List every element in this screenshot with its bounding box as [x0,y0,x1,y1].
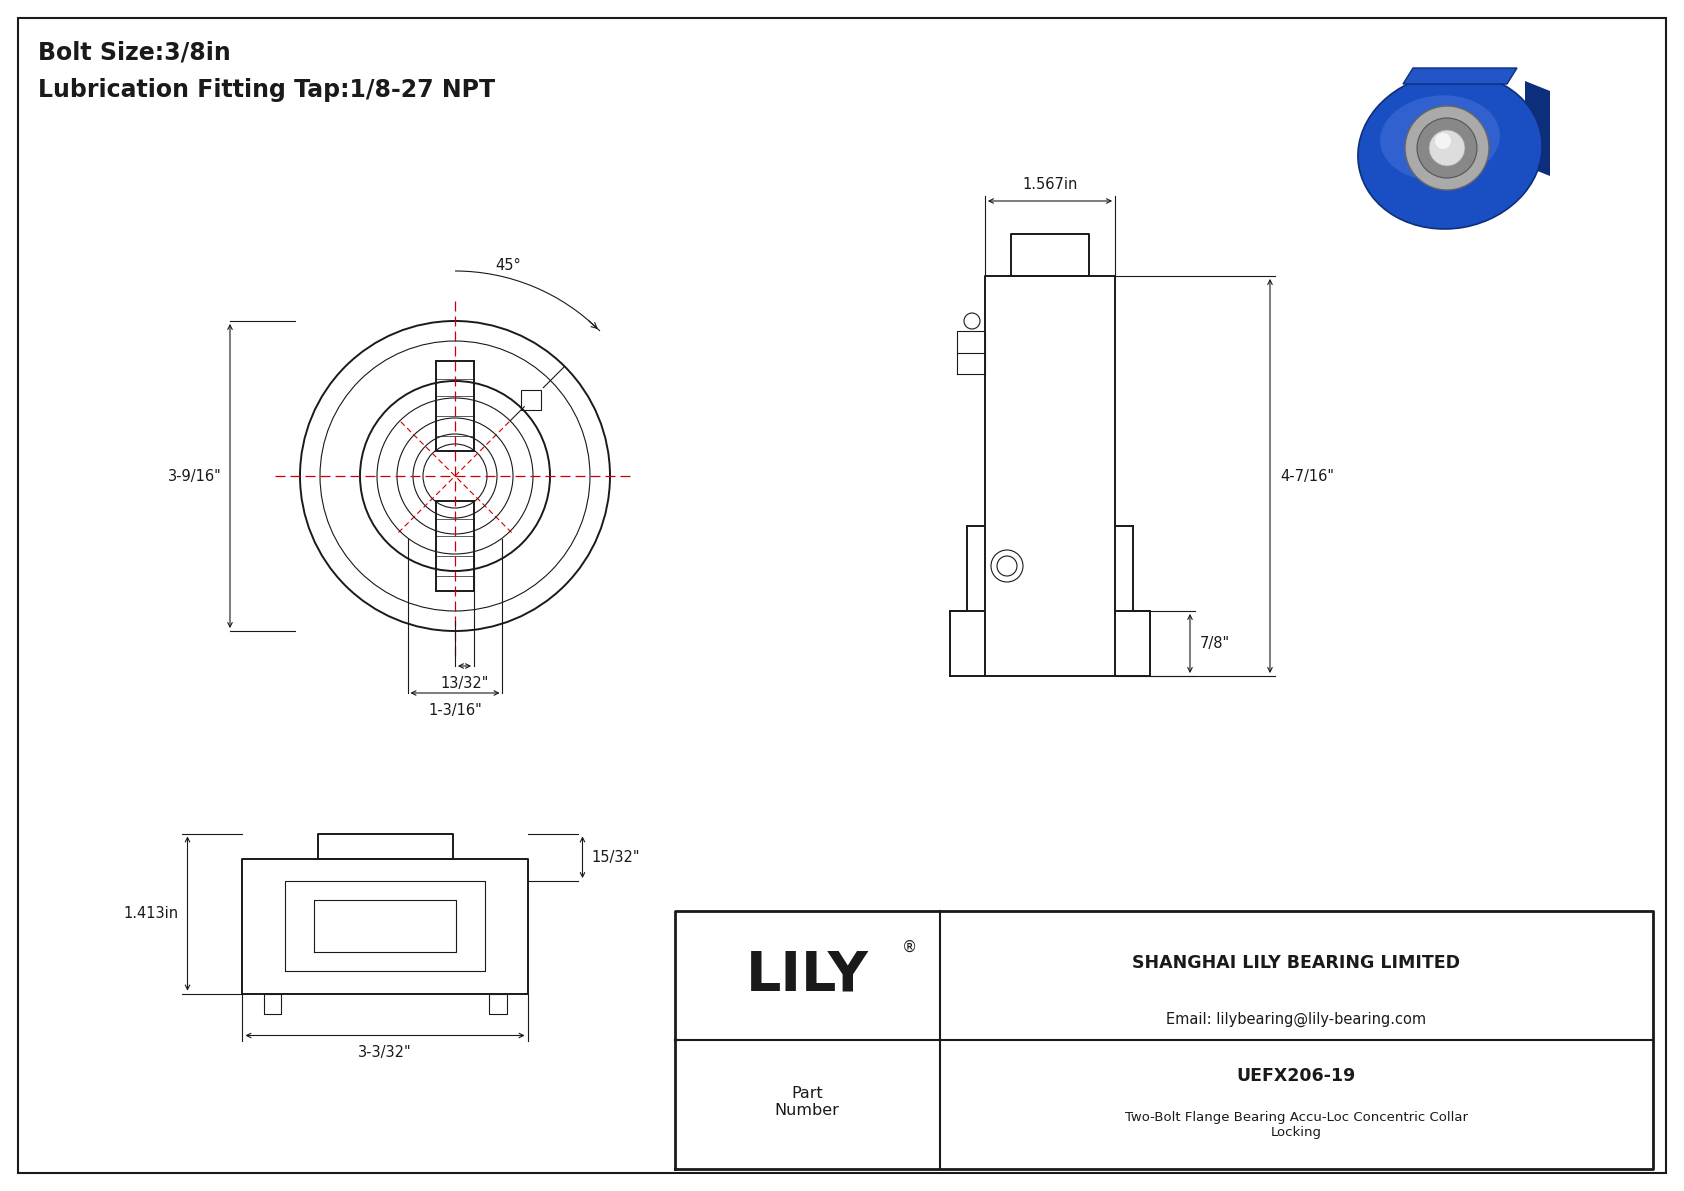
Text: 3-3/32": 3-3/32" [359,1046,413,1060]
Text: 3-9/16": 3-9/16" [168,468,222,484]
Text: ®: ® [903,940,918,955]
Text: 1.567in: 1.567in [1022,177,1078,192]
Text: 45°: 45° [495,258,520,273]
Text: 1-3/16": 1-3/16" [428,703,482,718]
Text: Bolt Size:3/8in: Bolt Size:3/8in [39,40,231,66]
Polygon shape [1526,81,1549,176]
Text: Email: lilybearing@lily-bearing.com: Email: lilybearing@lily-bearing.com [1167,1012,1426,1027]
Text: Lubrication Fitting Tap:1/8-27 NPT: Lubrication Fitting Tap:1/8-27 NPT [39,77,495,102]
Text: 7/8": 7/8" [1201,636,1229,651]
Text: Two-Bolt Flange Bearing Accu-Loc Concentric Collar
Locking: Two-Bolt Flange Bearing Accu-Loc Concent… [1125,1111,1468,1139]
Text: 4-7/16": 4-7/16" [1280,468,1334,484]
Ellipse shape [1381,95,1500,181]
Circle shape [1430,130,1465,166]
Text: SHANGHAI LILY BEARING LIMITED: SHANGHAI LILY BEARING LIMITED [1133,954,1460,972]
Polygon shape [1403,68,1517,85]
Text: LILY: LILY [746,948,869,1003]
Text: 1.413in: 1.413in [123,906,179,921]
Text: UEFX206-19: UEFX206-19 [1236,1067,1356,1085]
Text: 15/32": 15/32" [591,849,640,865]
Text: Part
Number: Part Number [775,1086,839,1118]
Ellipse shape [1357,73,1543,229]
Circle shape [1416,118,1477,177]
Circle shape [1435,133,1452,149]
Text: 13/32": 13/32" [440,676,488,691]
Circle shape [1404,106,1489,191]
